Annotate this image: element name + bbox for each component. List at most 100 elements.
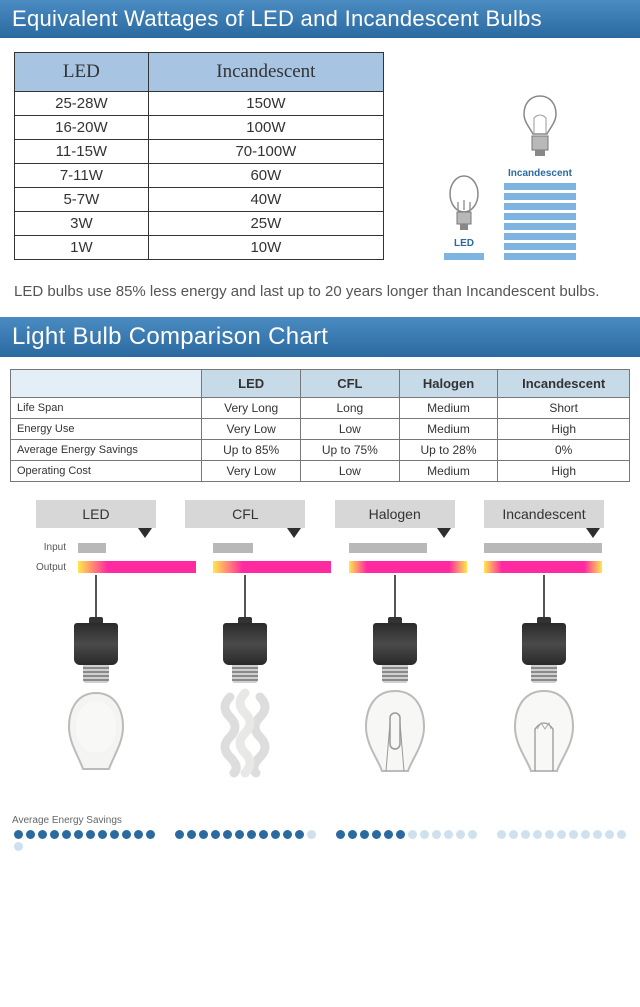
savings-dot xyxy=(26,830,35,839)
savings-dot xyxy=(175,830,184,839)
output-row: Output xyxy=(30,561,610,573)
output-bar xyxy=(213,561,331,573)
input-row: Input xyxy=(30,542,610,553)
savings-dot xyxy=(86,830,95,839)
comparison-table: LEDCFLHalogenIncandescent Life SpanVery … xyxy=(10,369,630,482)
top-section: LEDIncandescent 25-28W150W16-20W100W11-1… xyxy=(0,38,640,268)
output-bar xyxy=(78,561,196,573)
mini-bar xyxy=(504,213,576,220)
comp-cell: Operating Cost xyxy=(11,461,202,482)
comp-cell: Up to 85% xyxy=(202,440,301,461)
input-bar xyxy=(349,543,427,553)
wattage-col-header: Incandescent xyxy=(148,53,383,92)
bulb-icon xyxy=(350,683,440,803)
mini-led-bars xyxy=(444,253,484,260)
cord xyxy=(394,575,396,623)
comp-row: Average Energy SavingsUp to 85%Up to 75%… xyxy=(11,440,630,461)
savings-dot xyxy=(557,830,566,839)
input-bars xyxy=(72,543,610,553)
io-tab: LED xyxy=(36,500,156,528)
savings-dot xyxy=(617,830,626,839)
thread xyxy=(232,665,258,683)
led-bulb-icon xyxy=(444,172,484,234)
savings-dot xyxy=(509,830,518,839)
comp-cell: Very Long xyxy=(202,398,301,419)
savings-dot xyxy=(307,830,316,839)
mini-bulb-compare: LED Incandescent xyxy=(384,52,626,260)
wattage-table: LEDIncandescent 25-28W150W16-20W100W11-1… xyxy=(14,52,384,260)
io-tab: CFL xyxy=(185,500,305,528)
output-bar xyxy=(484,561,602,573)
mini-bar xyxy=(504,253,576,260)
savings-dot xyxy=(146,830,155,839)
mini-bar xyxy=(504,243,576,250)
comp-cell: Low xyxy=(301,419,400,440)
wattage-row: 25-28W150W xyxy=(15,92,384,116)
wattage-col-header: LED xyxy=(15,53,149,92)
comp-col-header: CFL xyxy=(301,370,400,398)
dots-label: Average Energy Savings xyxy=(12,815,628,826)
wattage-row: 11-15W70-100W xyxy=(15,140,384,164)
savings-dot xyxy=(134,830,143,839)
io-section: LEDCFLHalogenIncandescent Input Output xyxy=(0,492,640,573)
savings-dot xyxy=(497,830,506,839)
savings-dot xyxy=(372,830,381,839)
bulb-image-col xyxy=(335,575,455,803)
comp-cell: Very Low xyxy=(202,461,301,482)
savings-dot xyxy=(14,830,23,839)
mini-bar xyxy=(504,203,576,210)
savings-dot xyxy=(336,830,345,839)
wattage-cell: 150W xyxy=(148,92,383,116)
wattage-cell: 25-28W xyxy=(15,92,149,116)
savings-dot xyxy=(593,830,602,839)
savings-dot xyxy=(211,830,220,839)
mini-inc-label: Incandescent xyxy=(508,168,572,179)
savings-dot xyxy=(348,830,357,839)
comp-col-header: Halogen xyxy=(399,370,498,398)
bulb-image-col xyxy=(36,575,156,803)
socket xyxy=(74,623,118,665)
wattage-cell: 1W xyxy=(15,236,149,260)
wattage-cell: 11-15W xyxy=(15,140,149,164)
cord xyxy=(543,575,545,623)
savings-dot xyxy=(569,830,578,839)
thread xyxy=(531,665,557,683)
comp-col-header xyxy=(11,370,202,398)
comp-row: Life SpanVery LongLongMediumShort xyxy=(11,398,630,419)
savings-dot xyxy=(295,830,304,839)
savings-dot xyxy=(456,830,465,839)
savings-dot xyxy=(545,830,554,839)
wattage-cell: 3W xyxy=(15,212,149,236)
wattage-cell: 25W xyxy=(148,212,383,236)
savings-dot xyxy=(110,830,119,839)
comp-cell: Low xyxy=(301,461,400,482)
thread xyxy=(382,665,408,683)
wattage-cell: 70-100W xyxy=(148,140,383,164)
io-tab: Incandescent xyxy=(484,500,604,528)
savings-dot xyxy=(122,830,131,839)
bulb-icon xyxy=(51,683,141,803)
comp-cell: Medium xyxy=(399,398,498,419)
savings-dot xyxy=(283,830,292,839)
wattage-cell: 10W xyxy=(148,236,383,260)
input-bar xyxy=(78,543,106,553)
savings-dot xyxy=(14,842,23,851)
socket xyxy=(223,623,267,665)
comp-cell: Energy Use xyxy=(11,419,202,440)
mini-bar xyxy=(444,253,484,260)
wattage-cell: 40W xyxy=(148,188,383,212)
wattage-row: 16-20W100W xyxy=(15,116,384,140)
wattage-row: 1W10W xyxy=(15,236,384,260)
savings-dot xyxy=(420,830,429,839)
input-bar xyxy=(484,543,602,553)
mini-bar xyxy=(504,223,576,230)
comp-col-header: Incandescent xyxy=(498,370,630,398)
mini-inc-col: Incandescent xyxy=(504,92,576,260)
bulb-icon xyxy=(499,683,589,803)
comp-cell: Average Energy Savings xyxy=(11,440,202,461)
savings-dot xyxy=(199,830,208,839)
savings-dot xyxy=(432,830,441,839)
comp-col-header: LED xyxy=(202,370,301,398)
input-label: Input xyxy=(30,542,72,553)
savings-dot xyxy=(50,830,59,839)
